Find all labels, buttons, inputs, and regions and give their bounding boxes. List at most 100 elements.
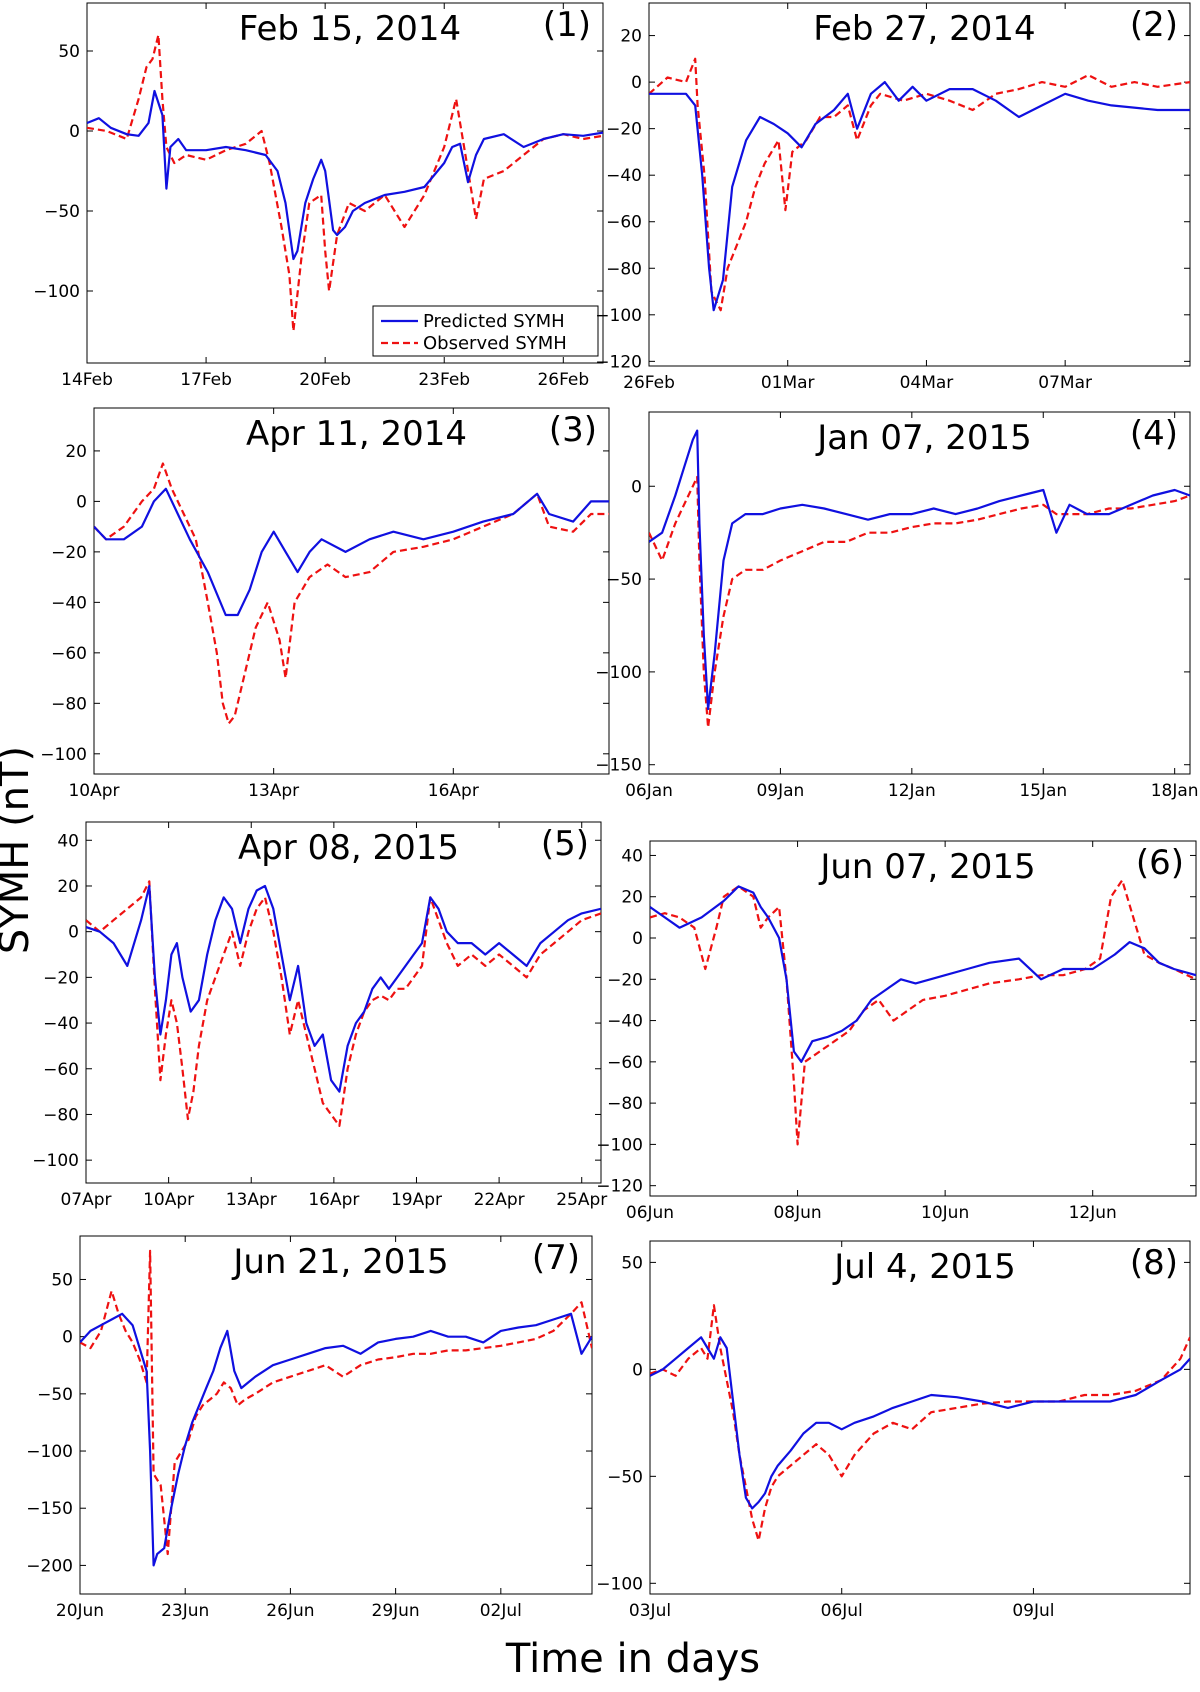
y-axis-label: SYMH (nT): [0, 746, 38, 954]
x-tick-label: 12Jun: [1069, 1203, 1117, 1223]
x-tick-label: 13Apr: [226, 1190, 277, 1210]
y-tick-label: −20: [606, 120, 642, 140]
y-tick-label: −60: [51, 644, 87, 664]
y-tick-label: −60: [606, 213, 642, 233]
y-tick-label: −100: [596, 1574, 643, 1594]
y-tick-label: −150: [595, 756, 642, 776]
panel-title: Jan 07, 2015: [815, 418, 1032, 458]
panel-4: 0 −50 −100 −150 06Jan 09Jan 12Jan 15Jan 18Jan Jan…: [595, 411, 1199, 801]
x-tick-label: 06Jun: [626, 1203, 674, 1223]
panel-6: 40 20 0 −20 −40 −60 −80 −100 −120 06Jun 08Jun 10Jun…: [596, 840, 1197, 1223]
series-predicted: [649, 429, 1190, 711]
x-tick-label: 16Apr: [428, 781, 479, 801]
series-predicted: [650, 1336, 1190, 1510]
plot-frame: [93, 407, 610, 775]
series-observed: [86, 880, 601, 1127]
legend-predicted-label: Predicted SYMH: [423, 311, 565, 332]
y-tick-label: −100: [596, 1135, 643, 1155]
y-tick-label: −100: [26, 1442, 73, 1462]
x-tick-label: 20Feb: [299, 370, 351, 390]
y-tick-label: −40: [606, 166, 642, 186]
y-tick-label: 20: [621, 888, 643, 908]
panel-number: (2): [1130, 5, 1178, 45]
legend-box: [372, 305, 599, 357]
x-tick-label: 06Jan: [625, 781, 673, 801]
panel-title: Apr 08, 2015: [238, 828, 459, 868]
plot-frame: [648, 411, 1191, 775]
x-tick-label: 03Jul: [629, 1601, 671, 1621]
y-tick-label: −60: [43, 1060, 79, 1080]
panel-title: Jul 4, 2015: [832, 1247, 1016, 1287]
x-tick-label: 29Jun: [372, 1601, 420, 1621]
x-tick-label: 14Feb: [61, 370, 113, 390]
y-tick-label: 0: [632, 1360, 643, 1380]
panel-5: 40 20 0 −20 −40 −60 −80 −100 07Apr 10Apr 13Apr 16Ap…: [32, 821, 607, 1210]
y-tick-label: 0: [76, 492, 87, 512]
plot-frame: [649, 1240, 1191, 1595]
panel-8: 50 0 −50 −100 03Jul 06Jul 09Jul Jul 4, 2015 (8): [596, 1240, 1191, 1621]
x-tick-label: 07Mar: [1038, 373, 1092, 393]
series-predicted: [86, 884, 601, 1093]
panel-3: 20 0 −20 −40 −60 −80 −100 10Apr 13Apr 16Apr Apr 11…: [40, 407, 610, 801]
x-tick-label: 26Jun: [266, 1601, 314, 1621]
x-tick-label: 26Feb: [623, 373, 675, 393]
x-tick-label: 18Jan: [1151, 781, 1199, 801]
y-tick-label: −150: [26, 1499, 73, 1519]
plot-frame: [648, 2, 1191, 367]
y-tick-label: −20: [51, 543, 87, 563]
y-tick-label: 0: [62, 1328, 73, 1348]
panels: 50 0 −50 −100 14Feb 17Feb 20Feb 23Feb 26Feb Feb 1…: [26, 2, 1199, 1621]
x-tick-label: 25Apr: [556, 1190, 607, 1210]
x-tick-label: 10Apr: [68, 781, 119, 801]
x-tick-label: 26Feb: [537, 370, 589, 390]
y-tick-label: 20: [57, 877, 79, 897]
panel-7: 50 0 −50 −100 −150 −200 20Jun 23Jun 26Jun 29Jun 02…: [26, 1235, 593, 1621]
y-tick-label: −40: [51, 593, 87, 613]
x-tick-label: 07Apr: [60, 1190, 111, 1210]
y-tick-label: 0: [631, 73, 642, 93]
x-tick-label: 12Jan: [888, 781, 936, 801]
y-tick-label: −50: [44, 202, 80, 222]
x-tick-label: 19Apr: [391, 1190, 442, 1210]
y-tick-label: −80: [607, 1094, 643, 1114]
x-tick-label: 06Jul: [821, 1601, 863, 1621]
legend-observed-label: Observed SYMH: [423, 333, 567, 354]
x-tick-label: 10Jun: [921, 1203, 969, 1223]
panel-number: (6): [1136, 843, 1184, 883]
series-observed: [87, 33, 603, 333]
x-tick-label: 13Apr: [248, 781, 299, 801]
y-tick-label: 50: [51, 1270, 73, 1290]
y-tick-label: 40: [57, 831, 79, 851]
y-tick-label: 40: [621, 846, 643, 866]
y-tick-label: 0: [68, 923, 79, 943]
y-tick-label: −50: [607, 1467, 643, 1487]
y-tick-label: 50: [58, 42, 80, 62]
y-tick-label: 0: [69, 122, 80, 142]
series-predicted: [650, 885, 1196, 1063]
series-observed: [94, 462, 609, 725]
series-predicted: [87, 89, 603, 261]
series-predicted: [80, 1312, 592, 1567]
x-tick-label: 15Jan: [1019, 781, 1067, 801]
y-tick-label: −100: [33, 282, 80, 302]
y-tick-label: −40: [43, 1014, 79, 1034]
y-tick-label: 0: [631, 477, 642, 497]
x-tick-label: 09Jan: [756, 781, 804, 801]
panel-title: Jun 07, 2015: [818, 847, 1035, 887]
series-observed: [650, 1304, 1190, 1542]
y-tick-label: −100: [595, 306, 642, 326]
y-tick-label: −20: [607, 970, 643, 990]
y-tick-label: 50: [621, 1253, 643, 1273]
series-observed: [649, 57, 1190, 312]
series-observed: [650, 879, 1196, 1146]
panel-title: Apr 11, 2014: [246, 414, 467, 454]
series-observed: [80, 1249, 592, 1556]
panel-title: Jun 21, 2015: [231, 1242, 448, 1282]
panel-number: (1): [543, 5, 591, 45]
x-tick-label: 08Jun: [773, 1203, 821, 1223]
y-tick-label: −20: [43, 968, 79, 988]
plot-frame: [79, 1235, 593, 1595]
x-tick-label: 04Mar: [900, 373, 954, 393]
